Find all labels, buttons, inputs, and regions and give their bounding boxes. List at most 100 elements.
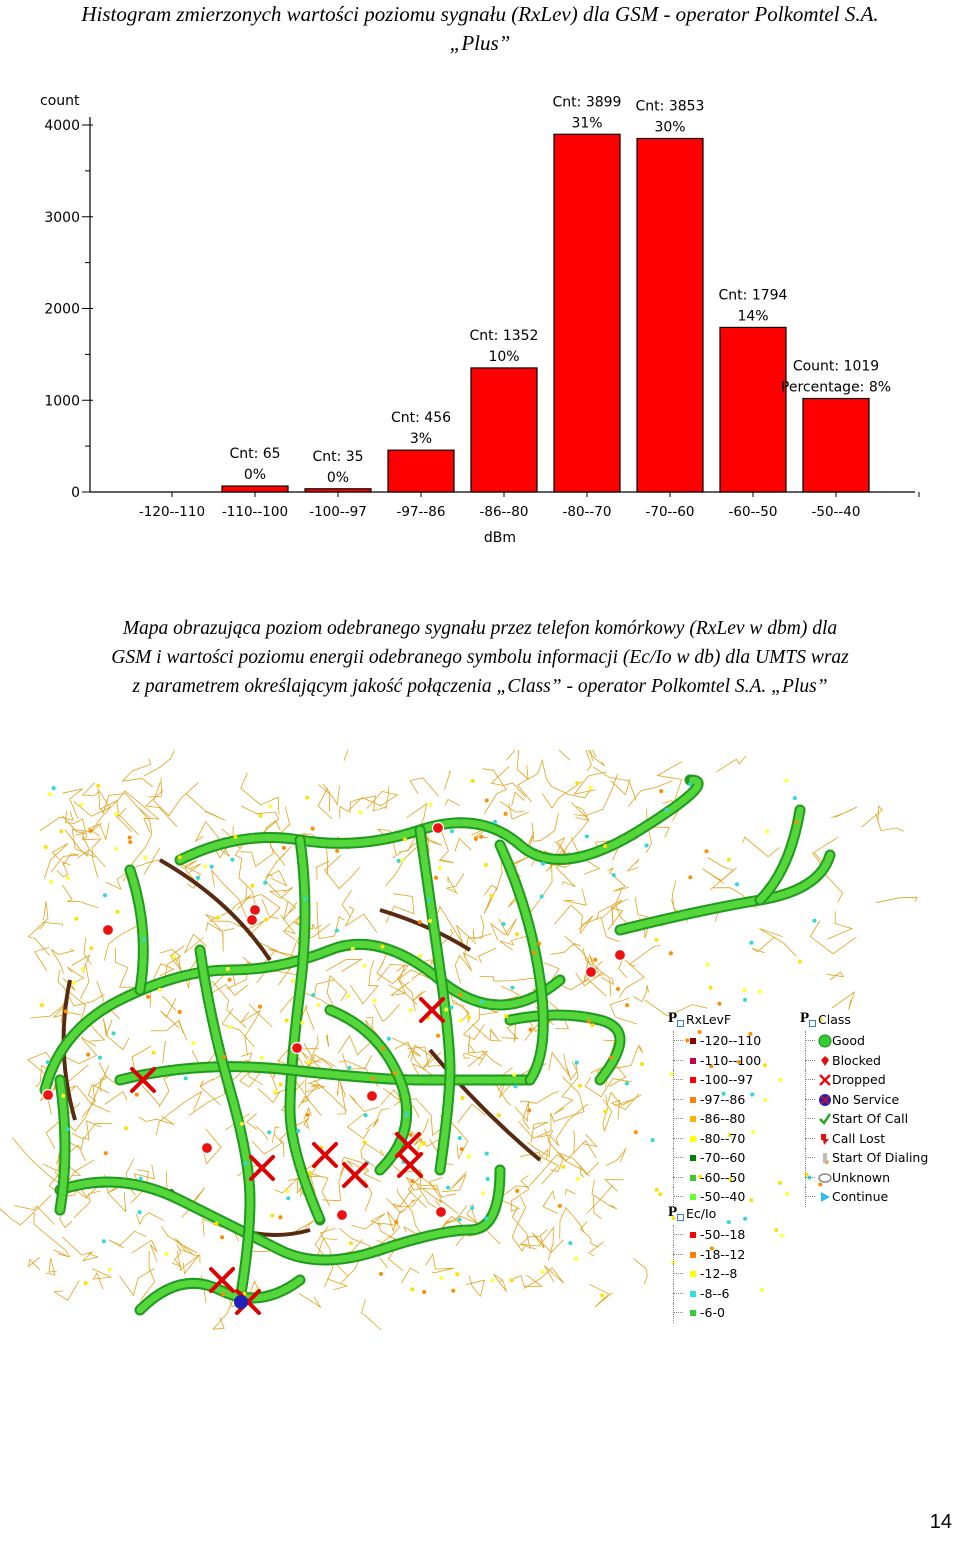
street-line <box>161 995 177 1011</box>
measurement-dot <box>128 840 133 845</box>
street-line <box>303 1043 322 1063</box>
measurement-dot <box>103 1151 108 1156</box>
street-line <box>467 1034 488 1066</box>
measurement-dot <box>230 857 235 862</box>
histogram-bar <box>719 326 787 493</box>
call-event-marker <box>431 821 445 835</box>
street-line <box>114 947 135 988</box>
street-line <box>179 1249 201 1264</box>
street-line <box>875 813 904 832</box>
blocked-icon <box>821 1055 829 1066</box>
measurement-dot <box>765 829 770 834</box>
call-event-marker <box>248 903 262 917</box>
street-line <box>71 829 96 858</box>
measurement-dot <box>394 1220 399 1225</box>
measurement-dot <box>285 1189 290 1194</box>
measurement-dot <box>709 1246 714 1251</box>
measurement-dot <box>418 954 422 959</box>
street-line <box>138 1115 175 1125</box>
street-line <box>579 1162 599 1178</box>
street-line <box>602 1094 613 1133</box>
dropped-call-icon <box>249 1155 275 1181</box>
legend-title: Ec/Io <box>686 1206 717 1221</box>
street-line <box>255 1125 269 1141</box>
bar-count-label: Cnt: 3899 <box>553 94 622 110</box>
street-line <box>184 933 207 954</box>
measurement-dot <box>290 978 295 983</box>
river-line <box>428 1048 542 1162</box>
street-line <box>50 948 75 974</box>
measurement-dot <box>509 1278 514 1283</box>
street-line <box>575 806 590 821</box>
bar-count-label: Count: 1019 <box>793 359 879 375</box>
measurement-dot <box>284 1018 289 1023</box>
street-line <box>67 1120 102 1150</box>
measurement-dot <box>451 1288 456 1293</box>
measurement-dot <box>743 1216 748 1221</box>
street-line <box>550 1151 590 1177</box>
histogram-bar <box>221 485 289 493</box>
measurement-dot <box>510 985 515 990</box>
street-line <box>301 1005 315 1030</box>
street-line <box>71 1123 113 1140</box>
drive-route <box>496 841 547 1084</box>
street-line <box>322 1161 347 1202</box>
street-line <box>564 935 592 967</box>
street-line <box>322 783 340 806</box>
measurement-dot <box>444 1007 449 1012</box>
street-line <box>14 1205 55 1225</box>
street-line <box>81 1083 109 1119</box>
street-line <box>319 1227 336 1288</box>
street-line <box>150 1244 158 1262</box>
measurement-dot <box>303 897 308 902</box>
street-line <box>454 952 479 984</box>
measurement-dot <box>402 837 407 842</box>
measurement-dot <box>89 946 94 951</box>
measurement-dot <box>273 1089 277 1094</box>
street-line <box>299 1035 319 1064</box>
street-line <box>64 829 90 859</box>
measurement-dot <box>470 778 475 783</box>
measurement-dot <box>541 861 545 866</box>
street-line <box>493 1273 507 1292</box>
page-number: 14 <box>929 1511 952 1533</box>
street-line <box>344 905 378 933</box>
street-line <box>317 787 333 820</box>
measurement-dot <box>575 781 580 785</box>
street-line <box>343 750 349 761</box>
measurement-dot <box>503 811 508 816</box>
measurement-dot <box>457 1136 462 1140</box>
measurement-dot <box>600 1293 605 1298</box>
street-line <box>87 822 110 841</box>
bar-count-label: Cnt: 1794 <box>719 287 788 303</box>
measurement-dot <box>227 977 232 982</box>
drive-route <box>56 1166 504 1264</box>
street-line <box>234 844 257 910</box>
tree-connector <box>673 1137 683 1139</box>
street-line <box>297 1095 322 1117</box>
measurement-dot <box>138 1176 143 1181</box>
call-event-marker <box>434 1205 448 1219</box>
measurement-dot <box>512 1072 517 1077</box>
measurement-dot <box>310 826 315 831</box>
street-line <box>39 811 74 832</box>
measurement-dot <box>43 845 48 850</box>
street-line <box>827 911 854 940</box>
bar-count-label: Cnt: 1352 <box>470 328 539 344</box>
y-tick-label: 1000 <box>44 393 80 409</box>
signal-coverage-map <box>0 750 918 1330</box>
bar-count-label: Cnt: 65 <box>229 446 280 462</box>
measurement-dot <box>586 1019 591 1024</box>
street-line <box>508 803 530 820</box>
x-tick-label: -120--110 <box>139 504 205 520</box>
street-line <box>501 1199 531 1250</box>
street-line <box>394 1041 437 1078</box>
measurement-dot <box>243 1161 248 1166</box>
street-line <box>585 750 606 772</box>
street-line <box>326 844 328 875</box>
measurement-dot <box>625 1003 630 1008</box>
measurement-dot <box>584 834 589 839</box>
measurement-dot <box>350 946 355 951</box>
measurement-dot <box>473 836 478 841</box>
street-line <box>211 868 247 919</box>
